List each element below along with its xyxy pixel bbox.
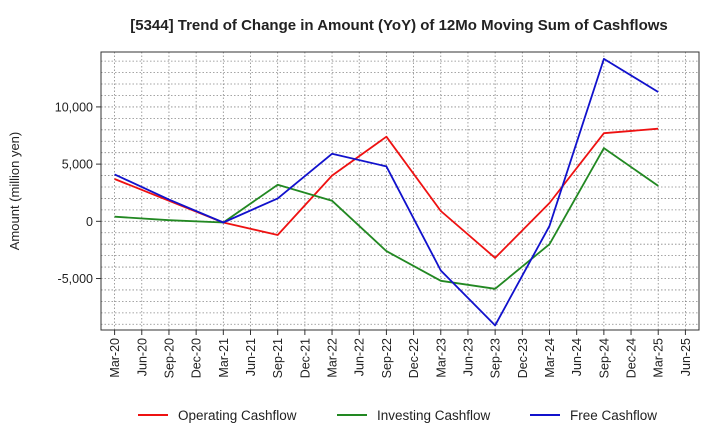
x-tick-label: Jun-22 [353, 338, 367, 376]
legend-label: Free Cashflow [570, 408, 657, 423]
y-tick-label: 0 [86, 215, 93, 229]
x-tick-label: Dec-24 [625, 338, 639, 378]
y-tick-label: 5,000 [62, 158, 93, 172]
y-tick-label: 10,000 [55, 100, 93, 114]
x-tick-label: Jun-21 [244, 338, 258, 376]
y-axis-ticks: -5,000 0 5,000 10,000 [55, 100, 101, 286]
legend: Operating Cashflow Investing Cashflow Free… [138, 408, 657, 423]
series-line-investing-cashflow [114, 147, 659, 290]
x-tick-label: Sep-24 [597, 338, 611, 378]
y-tick-label: -5,000 [58, 272, 93, 286]
x-tick-label: Mar-23 [434, 338, 448, 378]
x-tick-label: Sep-21 [271, 338, 285, 378]
series-line-operating-cashflow [114, 127, 659, 259]
y-axis-label: Amount (million yen) [7, 132, 22, 251]
x-tick-label: Jun-23 [461, 338, 475, 376]
x-tick-label: Dec-20 [190, 338, 204, 378]
x-tick-label: Dec-21 [298, 338, 312, 378]
series-layer [114, 58, 659, 327]
x-tick-label: Jun-20 [135, 338, 149, 376]
series-line-free-cashflow [114, 58, 659, 327]
chart-title: [5344] Trend of Change in Amount (YoY) o… [130, 17, 668, 34]
x-tick-label: Jun-24 [570, 338, 584, 376]
x-tick-label: Dec-23 [516, 338, 530, 378]
x-tick-label: Sep-20 [162, 338, 176, 378]
x-tick-label: Jun-25 [679, 338, 693, 376]
x-tick-label: Sep-22 [380, 338, 394, 378]
legend-label: Operating Cashflow [178, 408, 297, 423]
legend-label: Investing Cashflow [377, 408, 491, 423]
x-tick-label: Mar-20 [108, 338, 122, 378]
grid-lines [101, 52, 699, 330]
x-tick-label: Mar-25 [652, 338, 666, 378]
x-tick-label: Sep-23 [489, 338, 503, 378]
x-tick-label: Mar-21 [217, 338, 231, 378]
plot-frame [100, 51, 700, 331]
x-tick-label: Mar-24 [543, 338, 557, 378]
x-tick-label: Mar-22 [326, 338, 340, 378]
x-axis-ticks: Mar-20 Jun-20 Sep-20 Dec-20 Mar-21 Jun-21 Sep-… [108, 330, 693, 378]
x-tick-label: Dec-22 [407, 338, 421, 378]
